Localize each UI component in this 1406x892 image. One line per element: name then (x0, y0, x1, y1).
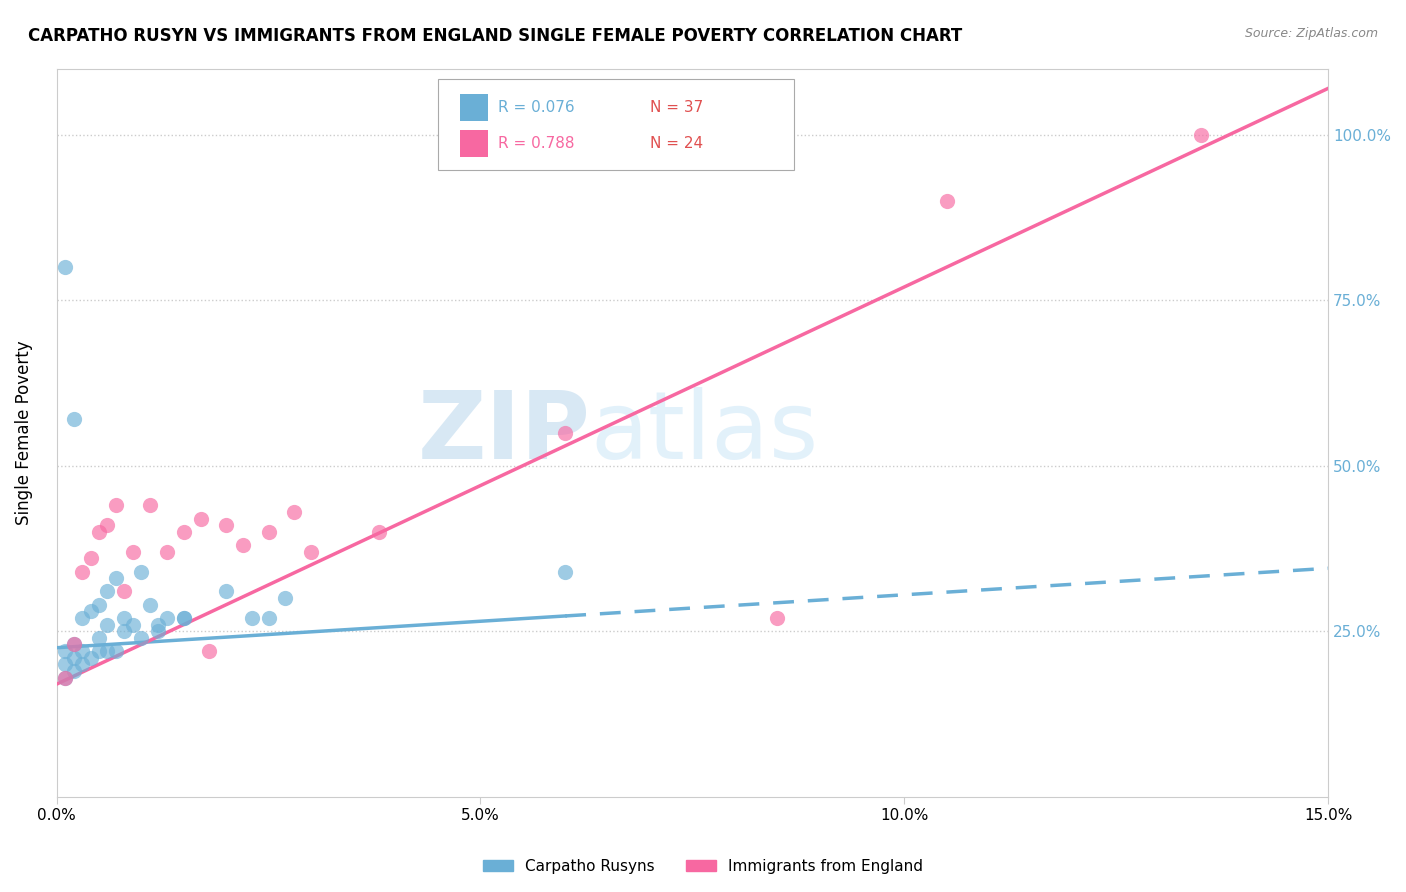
Point (766, 611, 789, 625)
Point (215, 518, 238, 533)
FancyBboxPatch shape (460, 94, 488, 121)
Point (148, 617, 170, 632)
Point (79, 650, 101, 665)
FancyBboxPatch shape (439, 79, 794, 170)
Point (96, 644, 118, 658)
Point (198, 644, 221, 658)
Point (232, 538, 254, 552)
Text: ZIP: ZIP (418, 386, 591, 479)
Point (62, 412, 84, 426)
Text: Source: ZipAtlas.com: Source: ZipAtlas.com (1244, 27, 1378, 40)
Point (112, 624, 135, 639)
Point (131, 631, 153, 645)
Point (53, 260, 76, 274)
Point (122, 617, 145, 632)
Point (70, 611, 93, 625)
Point (62, 637, 84, 651)
Point (139, 499, 162, 513)
Text: N = 37: N = 37 (651, 100, 703, 114)
Point (62, 664, 84, 678)
Point (240, 611, 263, 625)
Point (554, 565, 576, 579)
Point (70, 565, 93, 579)
Point (274, 591, 297, 606)
Point (1189, 128, 1212, 142)
Point (112, 611, 135, 625)
Point (215, 584, 238, 599)
Point (173, 524, 195, 539)
Point (87, 598, 110, 612)
Point (104, 644, 127, 658)
Point (257, 611, 280, 625)
Text: atlas: atlas (591, 386, 818, 479)
Point (87, 631, 110, 645)
Text: R = 0.076: R = 0.076 (498, 100, 575, 114)
Point (53, 657, 76, 672)
Point (70, 644, 93, 658)
Point (87, 644, 110, 658)
Point (53, 671, 76, 685)
Point (62, 650, 84, 665)
Point (935, 194, 957, 208)
FancyBboxPatch shape (460, 130, 488, 157)
Point (156, 545, 179, 559)
Point (139, 598, 162, 612)
Point (53, 644, 76, 658)
Point (156, 611, 179, 625)
Point (122, 545, 145, 559)
Point (53, 671, 76, 685)
Point (190, 511, 212, 525)
Point (79, 604, 101, 618)
Point (112, 584, 135, 599)
Point (131, 565, 153, 579)
Point (96, 617, 118, 632)
Point (299, 545, 322, 559)
Text: R = 0.788: R = 0.788 (498, 136, 574, 151)
Point (173, 611, 195, 625)
Point (173, 611, 195, 625)
Point (104, 571, 127, 585)
Point (96, 518, 118, 533)
Point (96, 584, 118, 599)
Point (79, 551, 101, 566)
Point (554, 425, 576, 440)
Point (367, 524, 389, 539)
Point (70, 657, 93, 672)
Point (104, 499, 127, 513)
Y-axis label: Single Female Poverty: Single Female Poverty (15, 340, 32, 524)
Text: CARPATHO RUSYN VS IMMIGRANTS FROM ENGLAND SINGLE FEMALE POVERTY CORRELATION CHAR: CARPATHO RUSYN VS IMMIGRANTS FROM ENGLAN… (28, 27, 962, 45)
Point (148, 624, 170, 639)
Point (87, 524, 110, 539)
Legend: Carpatho Rusyns, Immigrants from England: Carpatho Rusyns, Immigrants from England (477, 853, 929, 880)
Point (283, 505, 305, 519)
Point (257, 524, 280, 539)
Point (62, 637, 84, 651)
Text: N = 24: N = 24 (651, 136, 703, 151)
